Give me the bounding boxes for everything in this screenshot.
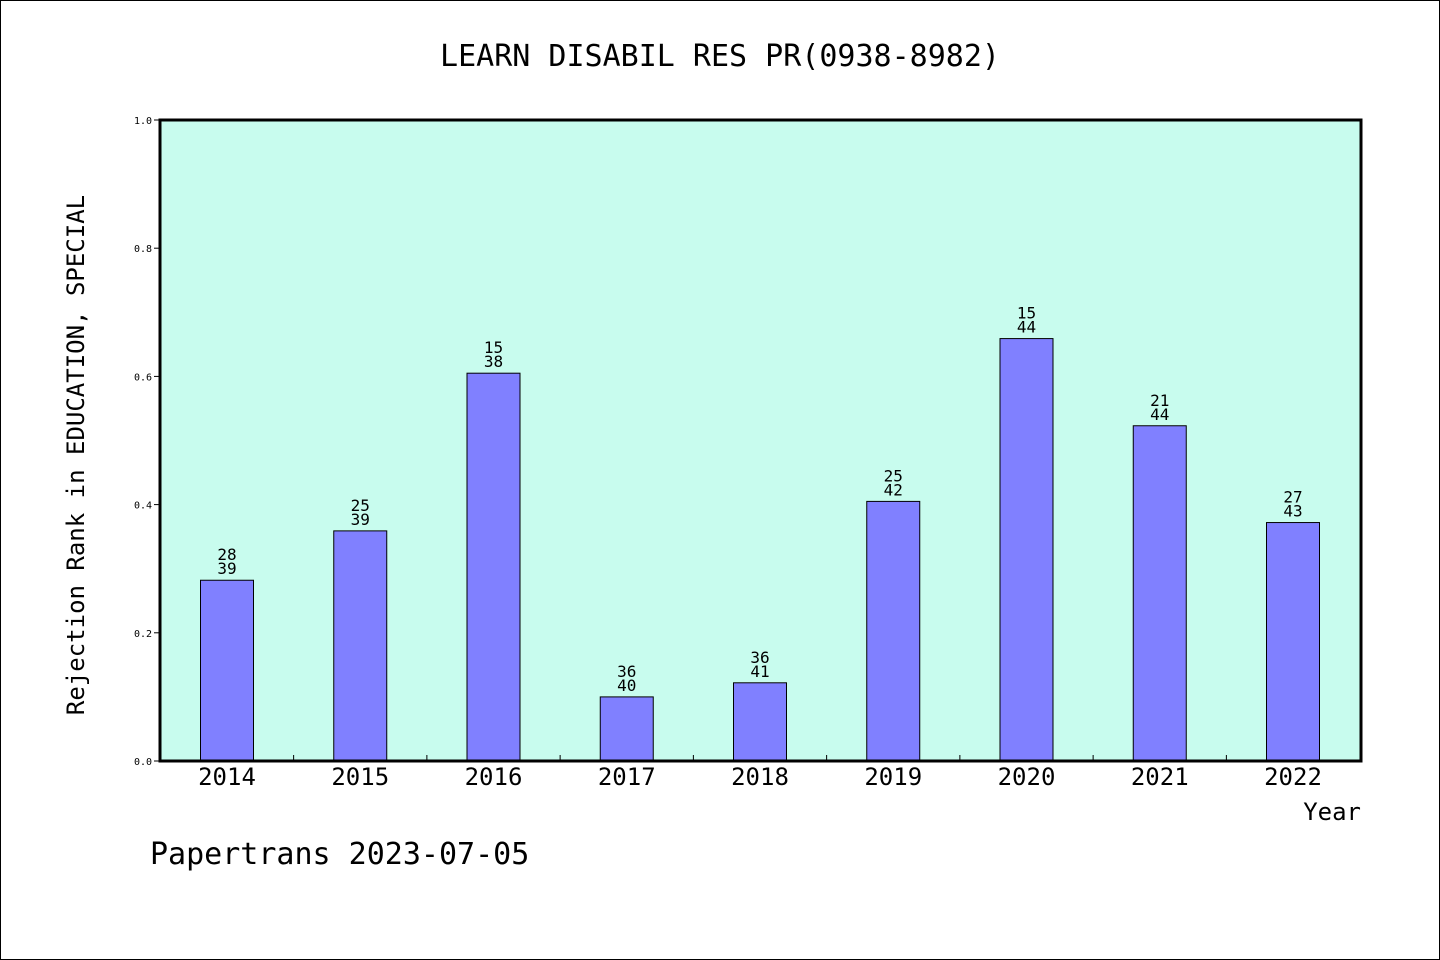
- x-tick-label: 2022: [1264, 763, 1322, 791]
- bar-2020: [999, 338, 1054, 762]
- bar-label-bottom: 42: [884, 480, 903, 499]
- y-axis-label: Rejection Rank in EDUCATION, SPECIAL: [62, 195, 90, 715]
- bar-2014: [200, 579, 254, 762]
- bar-2016: [466, 372, 521, 762]
- x-tick-label: 2016: [465, 763, 523, 791]
- y-tick-label: 0.8: [134, 244, 152, 255]
- bar-2015: [333, 530, 388, 762]
- bar-label-top: 21: [1150, 391, 1169, 410]
- x-tick-label: 2021: [1131, 763, 1189, 791]
- bar-label-top: 27: [1283, 488, 1302, 507]
- bar-label-top: 28: [217, 545, 236, 564]
- bar-label-bottom: 43: [1283, 502, 1302, 521]
- bar-label-bottom: 41: [750, 662, 769, 681]
- y-tick-label: 0.4: [134, 501, 152, 512]
- plot-border: [158, 118, 1363, 763]
- y-tick-label: 1.0: [134, 116, 152, 127]
- bar-label-top: 25: [351, 496, 370, 515]
- x-axis-label: Year: [1303, 798, 1361, 826]
- bar-label-top: 15: [484, 338, 503, 357]
- footer-text: Papertrans 2023-07-05: [150, 837, 529, 872]
- bar-2019: [866, 500, 921, 762]
- bar-label-top: 15: [1017, 304, 1036, 323]
- chart-title: LEARN DISABIL RES PR(0938-8982): [440, 39, 1000, 74]
- x-tick-label: 2019: [864, 763, 922, 791]
- bar-label-top: 25: [884, 466, 903, 485]
- x-tick-label: 2014: [198, 763, 256, 791]
- y-tick-label: 0.0: [134, 757, 152, 768]
- bar-label-bottom: 39: [217, 559, 236, 578]
- bar-2022: [1266, 522, 1320, 762]
- x-tick-label: 2018: [731, 763, 789, 791]
- bar-label-bottom: 38: [484, 352, 503, 371]
- bar-label-bottom: 40: [617, 676, 636, 695]
- bar-label-top: 36: [617, 662, 636, 681]
- x-tick-labels-group: 2014 2015 2016 2017 2018 2019 2020 2021 2022: [198, 763, 1322, 791]
- bar-2017: [599, 696, 654, 762]
- y-tick-label: 0.6: [134, 372, 152, 383]
- bar-label-top: 36: [750, 648, 769, 667]
- y-tick-label: 0.2: [134, 629, 152, 640]
- bar-2018: [733, 682, 787, 762]
- x-tick-label: 2017: [598, 763, 656, 791]
- x-tick-label: 2020: [998, 763, 1056, 791]
- y-axis: 0.0 0.2 0.4 0.6 0.8 1.0: [134, 116, 160, 768]
- x-tick-label: 2015: [331, 763, 389, 791]
- bar-label-bottom: 44: [1017, 318, 1036, 337]
- bar-label-bottom: 39: [351, 510, 370, 529]
- bars-group: [200, 338, 1320, 762]
- bar-label-bottom: 44: [1150, 405, 1169, 424]
- bar-2021: [1132, 425, 1187, 762]
